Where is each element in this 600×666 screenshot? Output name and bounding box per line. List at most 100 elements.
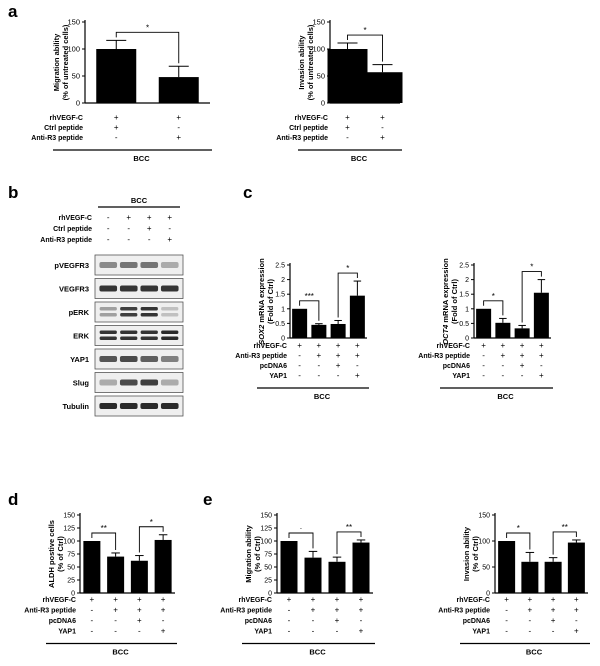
y-tick-label: 100 [260, 539, 272, 546]
blot-band-label: ERK [73, 332, 89, 341]
condition-label: pcDNA6 [49, 618, 76, 625]
bar [83, 541, 101, 593]
y-tick-label: 1.5 [275, 292, 285, 299]
condition-sign: - [502, 361, 505, 370]
condition-sign: + [355, 351, 360, 360]
significance-bracket [337, 272, 358, 318]
condition-sign: + [137, 616, 142, 625]
blot-band [120, 313, 138, 317]
blot-condition-sign: - [148, 235, 151, 244]
group-label: BCC [314, 392, 331, 401]
condition-label: Anti-R3 peptide [220, 608, 272, 615]
significance-bracket [483, 300, 504, 316]
y-tick-label: 1 [465, 306, 469, 313]
y-tick-label: 100 [312, 45, 325, 54]
y-axis-label: Invasion ability [297, 35, 306, 90]
blot-band [99, 379, 118, 386]
chart-a1: 0 50 100 150 Migration ability (% of untreate… [31, 18, 212, 163]
group-label: BCC [112, 648, 129, 657]
condition-sign: + [161, 595, 166, 604]
condition-sign: + [359, 595, 364, 604]
condition-sign: + [317, 341, 322, 350]
blot-band-label: YAP1 [70, 355, 89, 364]
condition-sign: + [161, 606, 166, 615]
significance-label: * [492, 292, 495, 301]
condition-sign: + [520, 341, 525, 350]
group-label: BCC [497, 392, 514, 401]
condition-sign: - [177, 123, 180, 132]
condition-label: YAP1 [452, 373, 470, 380]
condition-label: pcDNA6 [443, 363, 470, 370]
y-tick-label: 150 [478, 513, 490, 520]
condition-label: Anti-R3 peptide [31, 135, 83, 142]
significance-label: ** [346, 523, 352, 532]
chart-c1: 0 0.5 1 1.5 2 2.5 SOX2 mRNA expression (Fold of… [235, 258, 369, 401]
blot-band [140, 356, 159, 362]
y-tick-label: 150 [63, 513, 75, 520]
blot-band [140, 262, 159, 268]
condition-sign: + [176, 113, 181, 122]
blot-band [140, 379, 159, 386]
condition-sign: + [539, 371, 544, 380]
significance-label: ** [562, 523, 568, 532]
y-axis-label: (% of Ctrl) [471, 536, 480, 572]
blot-band [120, 307, 138, 311]
blot-band [120, 330, 138, 334]
y-tick-label: 0 [486, 591, 490, 598]
bar [352, 542, 370, 593]
condition-sign: - [502, 371, 505, 380]
condition-sign: - [288, 606, 291, 615]
condition-sign: + [336, 341, 341, 350]
blot-condition-label: Ctrl peptide [53, 226, 92, 233]
bar [158, 77, 199, 103]
condition-sign: + [574, 627, 579, 636]
blot-band [99, 307, 117, 311]
condition-label: rhVEGF-C [50, 115, 83, 122]
chart-e1: 0 25 50 75 100 125 150 Migration ability (% of C… [220, 513, 375, 657]
blot-band-label: pERK [69, 308, 90, 317]
condition-sign: - [91, 616, 94, 625]
condition-sign: + [317, 351, 322, 360]
condition-sign: + [574, 595, 579, 604]
blot-band [119, 379, 138, 386]
condition-label: Anti-R3 peptide [418, 353, 470, 360]
y-axis-label-gene: SOX2 [257, 324, 266, 345]
condition-sign: + [287, 595, 292, 604]
condition-sign: + [335, 595, 340, 604]
blot-band [99, 313, 117, 317]
condition-sign: - [482, 361, 485, 370]
condition-sign: - [552, 627, 555, 636]
y-axis-label: (% of untreated cells) [306, 24, 315, 100]
y-tick-label: 0 [268, 591, 272, 598]
bar [154, 539, 172, 593]
y-tick-label: 0 [465, 336, 469, 343]
blot-band [160, 262, 179, 268]
group-label: BCC [133, 154, 150, 163]
y-tick-label: 75 [264, 552, 272, 559]
bar [96, 49, 137, 103]
condition-sign: + [355, 371, 360, 380]
y-tick-label: 50 [72, 72, 80, 81]
significance-label: ** [101, 524, 107, 533]
western-blot: BCC rhVEGF-C - + + + Ctrl peptide - - + - Anti-R3 p… [40, 196, 184, 417]
condition-sign: + [297, 341, 302, 350]
condition-sign: - [336, 627, 339, 636]
significance-bracket [552, 531, 577, 555]
blot-band [119, 262, 138, 268]
bar [514, 328, 530, 338]
condition-label: YAP1 [269, 373, 287, 380]
condition-sign: + [113, 595, 118, 604]
blot-band [99, 262, 118, 268]
y-axis-label: (% of untreated cells) [61, 24, 70, 100]
condition-sign: - [529, 616, 532, 625]
condition-sign: - [312, 627, 315, 636]
significance-bracket [91, 532, 117, 550]
blot-panel [94, 278, 184, 299]
condition-label: Anti-R3 peptide [235, 353, 287, 360]
condition-sign: - [505, 627, 508, 636]
condition-sign: + [380, 113, 385, 122]
condition-sign: + [137, 606, 142, 615]
significance-label: *** [305, 292, 314, 301]
condition-sign: - [115, 133, 118, 142]
